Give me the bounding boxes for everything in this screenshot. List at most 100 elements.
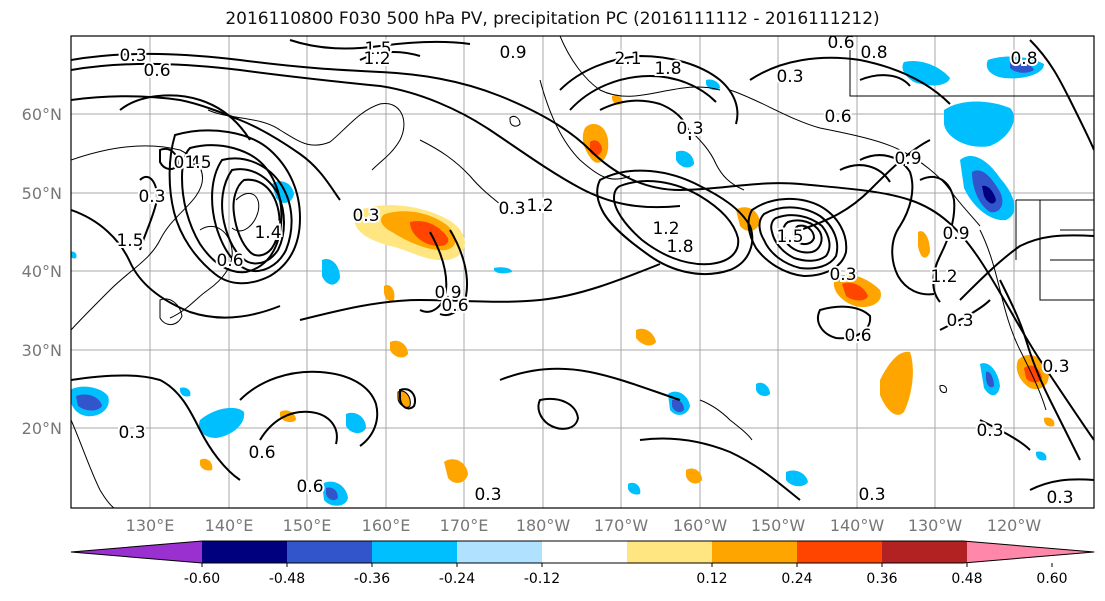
lon-tick-label: 170°E [440,516,489,535]
precip-negative-area [756,382,770,397]
precip-positive-area [636,328,656,346]
lat-tick-label: 60°N [22,105,62,124]
lon-tick-label: 120°W [987,516,1042,535]
longitude-labels: 130°E 140°E 150°E 160°E 170°E 180°W 170°W 160°W… [126,516,1042,535]
lat-tick-label: 50°N [22,184,62,203]
contour-label: 0.3 [829,265,856,285]
contour-label: 1.2 [363,49,390,69]
contour-label: 0.6 [296,477,323,497]
precip-positive-area [918,231,930,258]
precip-negative-area [494,267,512,274]
contour-label: 0.6 [844,326,871,346]
contour-label: 0.3 [976,421,1003,441]
lat-tick-label: 40°N [22,262,62,281]
colorbar-segment [542,541,627,563]
precip-positive-area [444,459,468,483]
lon-tick-label: 130°E [126,516,175,535]
contour-label: 0.3 [858,485,885,505]
contour-label: 0.8 [860,43,887,63]
contour-label: 0.3 [138,187,165,207]
contour-label: 1.2 [652,219,679,239]
precip-positive-area [1044,417,1055,427]
precip-negative-area [944,101,1014,147]
precip-negative-area [1036,451,1047,461]
precip-negative-area [982,185,996,204]
colorbar-segment [627,541,712,563]
colorbar-tick-label: 0.48 [951,571,982,587]
colorbar-segment [712,541,797,563]
contour-label: 0.4 [173,153,200,173]
colorbar-tick-label: -0.48 [269,571,305,587]
contour-label: 0.9 [499,43,526,63]
precip-positive-area [842,282,868,301]
lon-tick-label: 150°W [751,516,806,535]
precip-positive-area [200,458,213,471]
precip-negative-area [76,394,102,411]
contour-label: 0.6 [143,61,170,81]
colorbar: -0.60 -0.48 -0.36 -0.24 -0.12 0.12 0.24 0.36 0.4… [70,540,1098,587]
contour-labels: 0.30.61.51.2 0.9 2.1 1.80.60.90.30.60.30.41… [114,33,1075,508]
precip-negative-area [322,258,340,285]
colorbar-extend-low [71,541,202,563]
colorbar-segment [287,541,372,563]
contour-label: 1.5 [364,39,391,59]
contour-label: 0.3 [118,423,145,443]
precip-negative-area [628,482,641,495]
lon-tick-label: 180°W [516,516,571,535]
lon-tick-label: 170°W [594,516,649,535]
colorbar-tick-label: -0.12 [524,571,560,587]
colorbar-segment [372,541,457,563]
colorbar-segment [457,541,542,563]
precip-positive-area [686,468,702,484]
colorbar-tick-label: 0.60 [1036,571,1067,587]
precip-negative-area [786,470,808,487]
colorbar-tick-label: 0.36 [866,571,897,587]
contour-label: 0.9 [894,149,921,169]
colorbar-segment [202,541,287,563]
precip-positive-area [390,340,408,358]
precip-positive-area [880,351,913,415]
lon-tick-label: 130°W [908,516,963,535]
contour-label: 0.6 [827,33,854,53]
contour-label: 0.3 [119,46,146,66]
precip-negative-area [676,150,694,168]
figure-title: 2016110800 F030 500 hPa PV, precipitatio… [225,9,880,29]
contour-label: 0.3 [474,485,501,505]
contour-label: 0.8 [1010,49,1037,69]
contour-label: 1.5 [116,231,143,251]
precip-positive-area [384,284,395,302]
contour-label: 0.3 [1042,357,1069,377]
lon-tick-label: 140°E [205,516,254,535]
contour-label: 0.6 [824,107,851,127]
contour-label: 1.5 [184,153,211,173]
contour-label: 0.3 [498,199,525,219]
contour-label: 1.8 [654,59,681,79]
colorbar-tick-label: 0.24 [781,571,812,587]
lat-tick-label: 30°N [22,341,62,360]
precip-negative-area [672,399,684,413]
colorbar-tick-label: -0.60 [184,571,220,587]
map-frame [70,35,1095,509]
contour-label: 1.8 [666,237,693,257]
lon-tick-label: 150°E [283,516,332,535]
pv-contours [71,39,1094,501]
contour-label: 1.2 [930,267,957,287]
contour-label: 0.6 [216,251,243,271]
lon-tick-label: 160°E [362,516,411,535]
contour-label: 0.3 [1046,488,1073,508]
precip-negative-area [326,487,338,501]
contour-label: 0.3 [946,311,973,331]
contour-label: 0.6 [441,296,468,316]
colorbar-segment [882,541,967,563]
contour-label: 0.3 [352,206,379,226]
contour-label: 0.9 [942,224,969,244]
lon-tick-label: 140°W [830,516,885,535]
lon-tick-label: 160°W [673,516,728,535]
contour-label: 1.4 [254,223,281,243]
contour-label: 1.2 [526,196,553,216]
precip-positive-area [410,220,449,246]
colorbar-tick-label: -0.36 [354,571,390,587]
colorbar-tick-label: -0.24 [439,571,475,587]
